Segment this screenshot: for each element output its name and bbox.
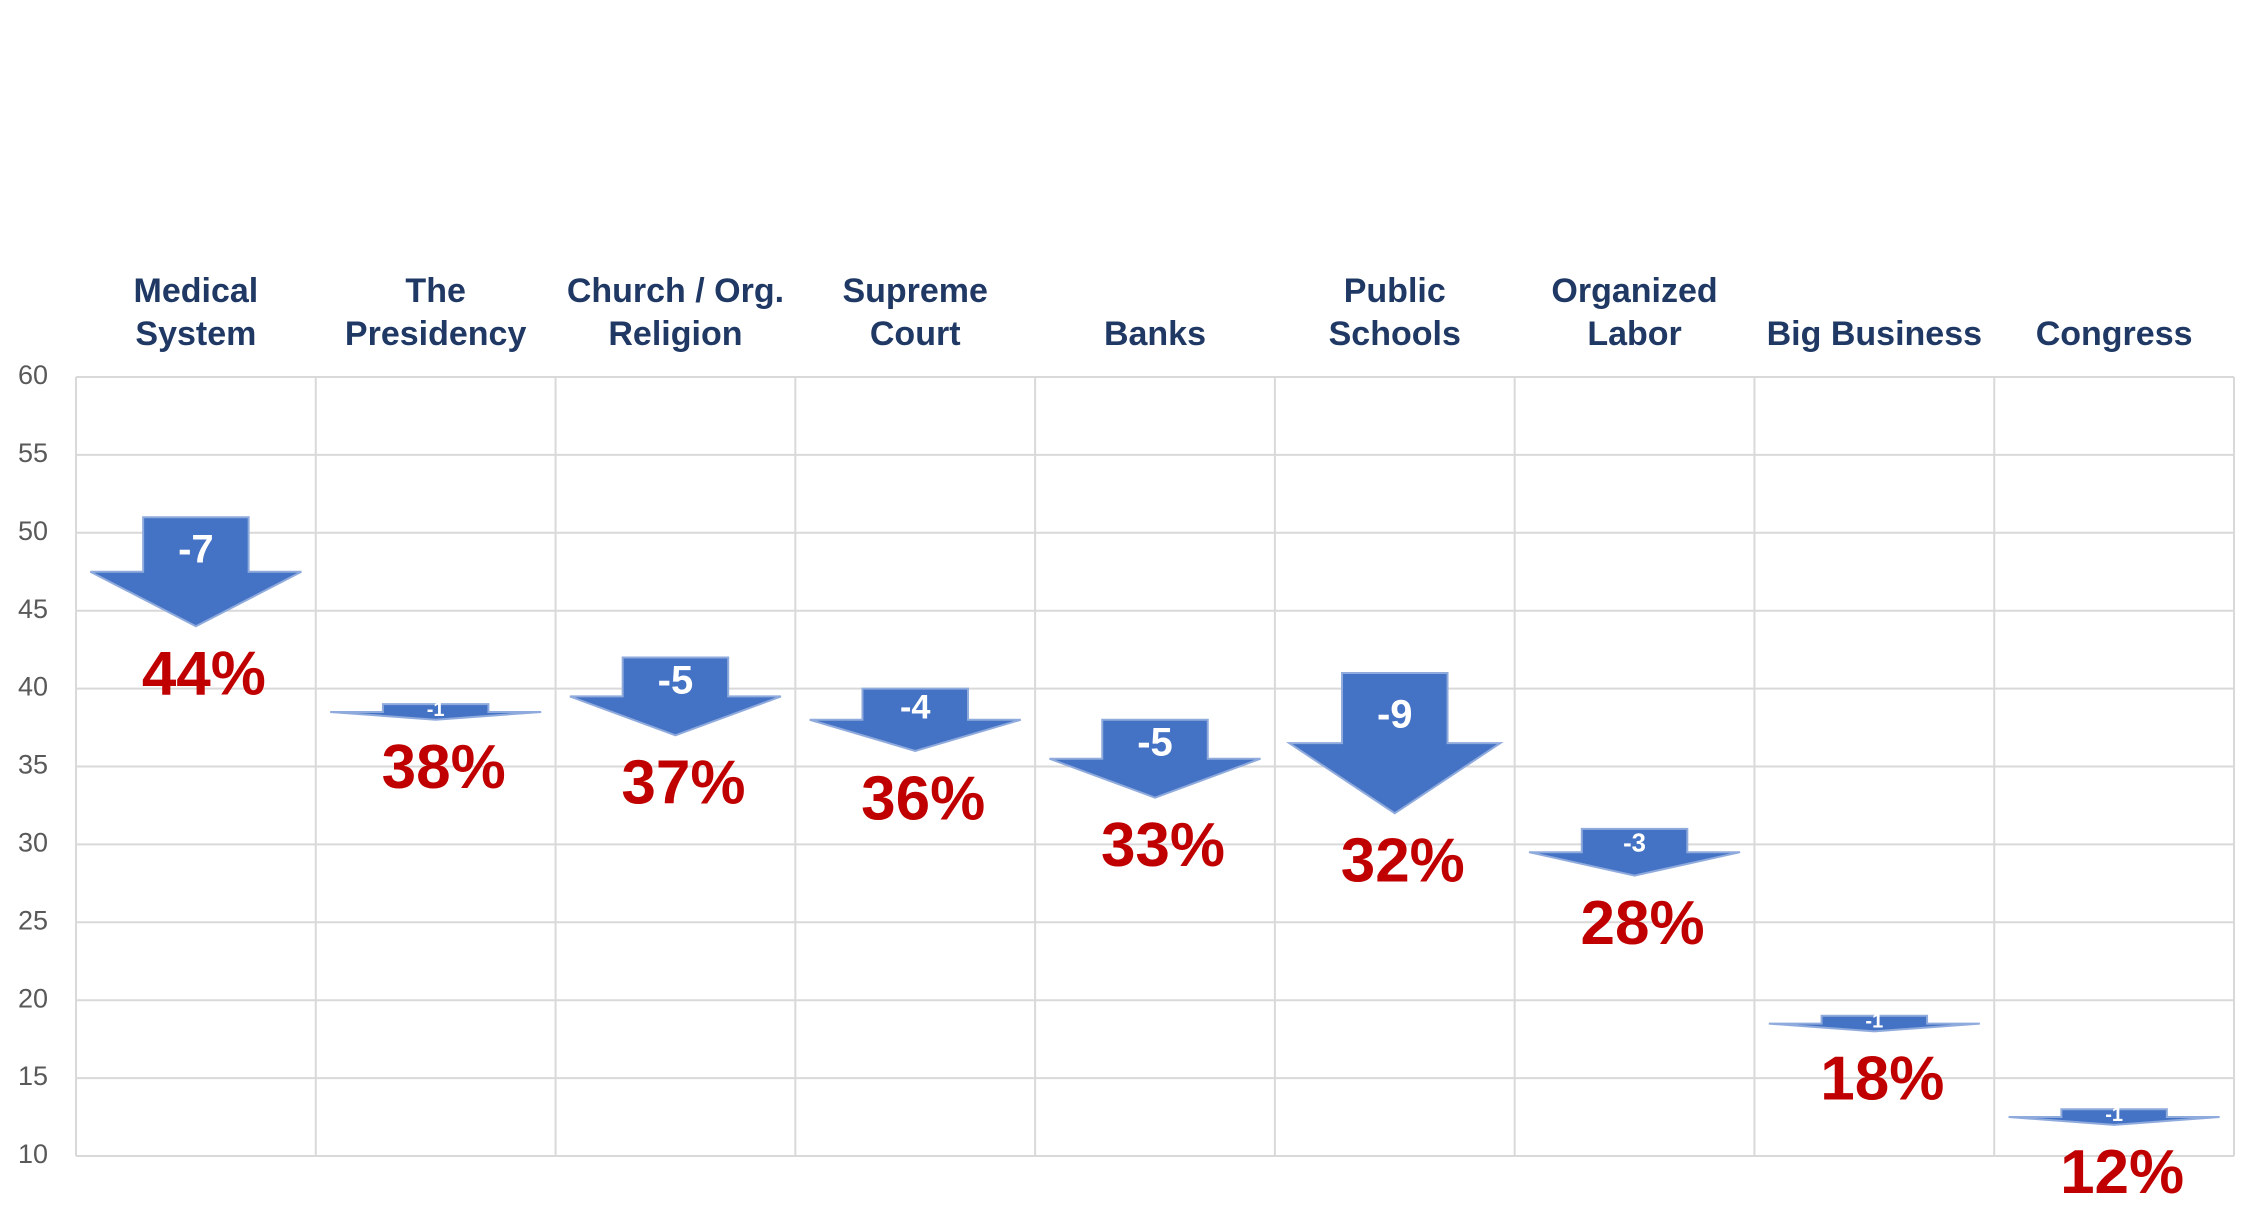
change-arrow (1285, 672, 1504, 815)
change-label: -3 (1623, 830, 1646, 858)
category-label: Supreme Court (842, 272, 988, 353)
change-arrow (1528, 827, 1741, 877)
value-label: 28% (1581, 889, 1705, 958)
y-tick-label: 35 (18, 750, 48, 780)
y-tick-label: 50 (18, 516, 48, 546)
y-tick-label: 45 (18, 594, 48, 624)
change-arrow (1768, 1014, 1980, 1033)
value-label: 32% (1341, 827, 1465, 896)
change-label: -7 (178, 528, 214, 572)
category-label: Organized Labor (1551, 272, 1718, 353)
change-arrow (330, 703, 542, 721)
y-tick-label: 40 (18, 672, 48, 702)
change-label: -4 (900, 688, 930, 726)
change-label: -1 (1865, 1011, 1883, 1033)
value-label: 18% (1820, 1045, 1944, 1114)
change-arrow (89, 516, 302, 628)
category-label: Public Schools (1328, 272, 1461, 353)
category-label: Church / Org. Religion (566, 272, 785, 353)
value-label: 38% (382, 733, 506, 802)
change-label: -1 (2105, 1104, 2123, 1126)
y-tick-label: 25 (18, 905, 48, 935)
value-label: 33% (1101, 811, 1225, 880)
change-label: -5 (658, 658, 694, 702)
value-label: 37% (621, 749, 745, 818)
change-arrow (2008, 1108, 2220, 1126)
y-tick-label: 60 (18, 360, 48, 390)
y-tick-label: 55 (18, 438, 48, 468)
category-label: Medical System (133, 272, 259, 353)
change-label: -5 (1137, 721, 1173, 765)
change-label: -1 (427, 699, 445, 721)
y-tick-label: 10 (18, 1139, 48, 1169)
value-label: 36% (861, 764, 985, 833)
change-arrow (569, 656, 782, 737)
change-arrow (809, 687, 1022, 752)
category-label: Banks (1103, 315, 1207, 353)
category-label: The Presidency (344, 272, 527, 353)
y-tick-label: 15 (18, 1061, 48, 1091)
category-label: Big Business (1766, 315, 1983, 353)
value-label: 44% (142, 640, 266, 709)
change-arrow (1049, 718, 1261, 799)
category-label: Congress (2035, 315, 2193, 353)
y-tick-label: 30 (18, 828, 48, 858)
value-label: 12% (2060, 1138, 2184, 1206)
y-tick-label: 20 (18, 983, 48, 1013)
change-label: -9 (1377, 693, 1413, 737)
